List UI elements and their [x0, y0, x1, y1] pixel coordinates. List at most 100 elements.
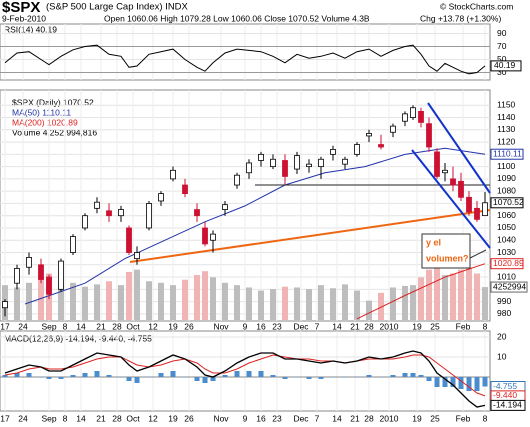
x-tick-label: 16	[256, 413, 266, 423]
macd-tag-label: -14.194	[493, 400, 522, 410]
macd-tag-label: -4.755	[493, 381, 517, 391]
x-tick-label: Sep	[41, 321, 56, 331]
legend: $SPX (Daily) 1070.52 MA(50) 1110.11 MA(2…	[12, 97, 97, 137]
volume-bar	[458, 269, 464, 320]
candle-body	[210, 233, 216, 241]
macd-histogram-bar	[222, 375, 228, 377]
x-tick-label: 23	[272, 413, 282, 423]
volume-bar	[170, 285, 176, 320]
x-tick-label: 24	[18, 413, 28, 423]
y-tick-label: 1130	[497, 124, 516, 134]
volume-bar	[318, 285, 324, 320]
candle-body	[366, 133, 372, 137]
x-tick-label: 12	[148, 321, 158, 331]
legend-entry: Volume 4,252,994,816	[12, 127, 97, 137]
macd-histogram-bar	[306, 377, 312, 379]
annotation: volumen?	[426, 253, 469, 263]
macd-histogram-bar	[482, 377, 488, 387]
x-tick-label: 14	[332, 321, 342, 331]
macd-histogram-bar	[466, 377, 472, 391]
legend-entry: MA(50) 1110.11	[12, 107, 71, 117]
macd-histogram-bar	[182, 377, 188, 378]
candle-body	[38, 264, 44, 280]
x-tick-label: 8	[63, 413, 68, 423]
x-tick-label: Oct	[126, 413, 140, 423]
x-tick-label: 28	[364, 413, 374, 423]
x-tick-label: 26	[184, 321, 194, 331]
x-tick-label: Dec	[293, 413, 309, 423]
candle-body	[146, 203, 152, 229]
macd-histogram-bar	[342, 377, 348, 378]
macd-histogram-bar	[38, 377, 44, 378]
legend-entry: $SPX (Daily) 1070.52	[12, 97, 94, 107]
volume-tag-label: 4252994	[493, 281, 526, 291]
candle-body	[234, 174, 240, 186]
macd-histogram-bar	[410, 373, 416, 377]
candle-body	[94, 201, 100, 209]
candle-body	[294, 155, 300, 170]
volume-bar	[282, 286, 288, 320]
volume-bar	[402, 285, 408, 320]
x-tick-label: 7	[315, 321, 320, 331]
volume-bar	[26, 282, 32, 320]
x-tick-label: 21	[96, 321, 106, 331]
x-tick-label: 8	[63, 321, 68, 331]
rsi-line	[4, 44, 486, 75]
y-tick-label: 1050	[497, 222, 516, 232]
macd-histogram-bar	[118, 377, 124, 378]
volume-bar	[482, 287, 488, 320]
x-tick-label: 8	[483, 321, 488, 331]
macd-histogram-bar	[426, 377, 432, 381]
candle-body	[46, 276, 52, 295]
volume-bar	[258, 290, 264, 320]
volume-bar	[58, 285, 64, 320]
macd-histogram-bar	[14, 373, 20, 377]
candle-body	[330, 149, 336, 155]
x-tick-label: Nov	[213, 413, 229, 423]
volume-bar	[466, 267, 472, 320]
annotation-box	[421, 233, 471, 269]
x-tick-label: 2010	[380, 413, 399, 423]
macd-signal-line	[4, 354, 486, 397]
volume-bar	[442, 275, 448, 320]
x-tick-label: 25	[430, 413, 440, 423]
candle-body	[194, 209, 200, 217]
volume-bar	[234, 285, 240, 320]
ma50-line	[24, 147, 486, 305]
x-tick-label: 21	[350, 321, 360, 331]
y-tick-label: 70	[497, 41, 507, 51]
quote: Open 1060.06 High 1079.28 Low 1060.06 Cl…	[104, 13, 370, 23]
macd-histogram-bar	[258, 371, 264, 377]
macd-histogram-bar	[46, 377, 52, 379]
macd-histogram-bar	[194, 377, 200, 381]
macd-histogram-bar	[378, 377, 384, 378]
macd-histogram-bar	[58, 377, 64, 379]
trend-line	[129, 209, 491, 263]
macd-histogram-bar	[282, 377, 288, 379]
volume-bar	[222, 282, 228, 320]
y-tick-label: 1030	[497, 247, 516, 257]
candle-body	[418, 111, 424, 123]
x-tick-label: Dec	[293, 321, 309, 331]
macd-label: MACD(12,26,9) -14.194, -9.440, -4.755	[4, 333, 152, 343]
volume-bar	[418, 277, 424, 320]
volume-bar	[294, 287, 300, 320]
y-tick-label: 1120	[497, 136, 516, 146]
candle-body	[306, 163, 312, 168]
annotation: y el	[426, 237, 441, 247]
x-tick-label: 23	[272, 321, 282, 331]
y-tick-label: 50	[497, 54, 507, 64]
volume-bar	[378, 292, 384, 320]
macd-histogram-bar	[246, 371, 252, 377]
volume-bar	[134, 269, 140, 320]
macd-histogram-bar	[126, 377, 132, 381]
x-tick-label: 17	[0, 321, 10, 331]
macd-histogram-bar	[354, 377, 360, 378]
macd-histogram-bar	[474, 377, 480, 391]
candle-body	[118, 209, 124, 217]
volume-bar	[434, 265, 440, 320]
volume-bar	[306, 289, 312, 320]
price-tag	[490, 258, 524, 270]
candle-body	[390, 125, 396, 133]
